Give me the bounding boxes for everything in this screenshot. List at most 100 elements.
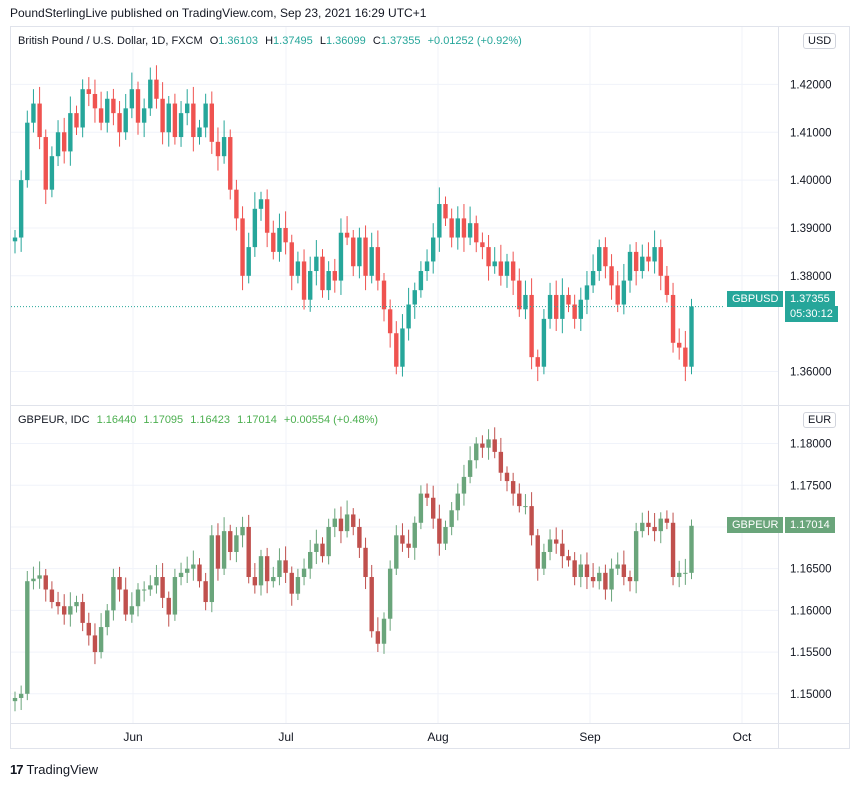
- chart-frame[interactable]: [10, 26, 850, 749]
- usd-candle-body: [43, 137, 48, 190]
- eur-candle-body: [320, 543, 325, 557]
- usd-candle-body: [338, 232, 344, 281]
- eur-candle-body: [351, 514, 356, 527]
- eur-candle-body: [603, 572, 608, 590]
- bottom-currency-badge[interactable]: EUR: [803, 412, 837, 428]
- eur-candle-body: [228, 531, 233, 552]
- usd-candle-body: [332, 271, 337, 281]
- usd-candle-body: [148, 79, 153, 109]
- y-tick-label: 1.38000: [790, 271, 832, 283]
- usd-candle-body: [203, 103, 208, 128]
- usd-candle-body: [492, 261, 497, 267]
- eur-candle-body: [437, 518, 442, 544]
- eur-candle-body: [609, 568, 614, 590]
- eur-candle-body: [523, 506, 528, 508]
- usd-candle-body: [135, 89, 141, 123]
- eur-candle-body: [510, 481, 516, 494]
- top-title: British Pound / U.S. Dollar, 1D, FXCM: [18, 35, 203, 47]
- usd-candle-body: [621, 280, 627, 305]
- eur-candle-body: [246, 526, 251, 578]
- usd-candle-body: [609, 266, 614, 286]
- usd-candle-body: [566, 294, 571, 305]
- usd-candle-body: [523, 294, 528, 310]
- eur-candle-body: [517, 493, 522, 507]
- eur-candle-body: [689, 525, 694, 573]
- usd-candle-body: [295, 261, 301, 276]
- usd-candle-body: [683, 347, 688, 367]
- top-change: +0.01252 (+0.92%): [427, 35, 522, 47]
- usd-candle-body: [652, 247, 657, 262]
- top-last-price-tag: 1.37355: [785, 291, 835, 307]
- eur-candle-body: [135, 589, 141, 607]
- eur-candle-body: [123, 589, 128, 615]
- usd-candle-body: [271, 232, 276, 252]
- eur-candle-body: [295, 577, 301, 594]
- eur-candle-body: [314, 543, 319, 552]
- eur-candle-body: [615, 564, 620, 569]
- eur-candle-body: [148, 585, 153, 590]
- eur-candle-body: [597, 572, 602, 582]
- usd-candle-body: [572, 304, 577, 319]
- usd-candle-body: [677, 342, 682, 348]
- top-currency-badge[interactable]: USD: [803, 33, 837, 49]
- eur-candle-body: [31, 578, 36, 582]
- eur-candle-body: [455, 493, 460, 511]
- usd-candle-body: [351, 237, 356, 267]
- top-open-value: 1.36103: [218, 35, 259, 47]
- eur-candle-body: [400, 535, 405, 544]
- eur-candle-body: [332, 518, 337, 527]
- eur-candle-body: [474, 443, 479, 461]
- usd-candle-body: [25, 122, 30, 181]
- eur-candle-body: [640, 522, 645, 532]
- x-tick-label: Oct: [733, 730, 752, 744]
- usd-candle-body: [80, 89, 85, 128]
- eur-candle-body: [664, 518, 670, 523]
- bottom-title: GBPEUR, IDC: [18, 414, 90, 426]
- usd-candle-body: [560, 294, 565, 319]
- eur-candle-body: [80, 602, 85, 623]
- usd-candle-body: [326, 271, 331, 291]
- usd-candle-body: [277, 227, 282, 252]
- usd-candle-body: [308, 271, 313, 300]
- usd-candle-body: [92, 93, 98, 109]
- y-tick-label: 1.16000: [790, 605, 832, 617]
- usd-candle-body: [55, 132, 61, 157]
- eur-candle-body: [566, 556, 571, 561]
- usd-candle-body: [541, 318, 547, 367]
- usd-candle-body: [215, 141, 221, 157]
- usd-candle-body: [443, 204, 448, 219]
- usd-candle-body: [615, 285, 620, 305]
- usd-candle-body: [258, 199, 264, 209]
- top-close-value: 1.37355: [380, 35, 421, 47]
- usd-candle-body: [375, 247, 381, 281]
- usd-candle-body: [37, 103, 42, 138]
- usd-candle-body: [129, 89, 135, 109]
- usd-candle-body: [62, 132, 67, 152]
- top-legend: British Pound / U.S. Dollar, 1D, FXCM O1…: [18, 35, 526, 47]
- usd-candle-body: [412, 290, 417, 305]
- eur-candle-body: [412, 522, 417, 548]
- eur-candle-body: [658, 518, 663, 532]
- usd-candle-body: [387, 309, 393, 334]
- usd-candle-body: [640, 256, 645, 272]
- eur-candle-body: [431, 497, 436, 519]
- usd-candle-body: [578, 299, 583, 319]
- eur-candle-body: [424, 493, 430, 498]
- usd-candle-body: [221, 137, 227, 157]
- footer-brand[interactable]: 17 TradingView: [10, 762, 98, 777]
- eur-candle-body: [154, 577, 159, 586]
- eur-candle-body: [498, 451, 504, 473]
- eur-candle-body: [203, 581, 208, 603]
- eur-candle-body: [172, 577, 178, 615]
- usd-candle-body: [517, 280, 522, 310]
- eur-candle-body: [234, 535, 239, 552]
- eur-candle-body: [670, 522, 676, 578]
- usd-candle-body: [234, 189, 239, 219]
- eur-candle-body: [141, 589, 147, 591]
- usd-candle-body: [209, 103, 214, 142]
- bottom-low-value: 1.16423: [190, 414, 230, 426]
- eur-candle-body: [283, 560, 288, 573]
- usd-candle-body: [486, 247, 491, 267]
- y-tick-label: 1.16500: [790, 564, 832, 576]
